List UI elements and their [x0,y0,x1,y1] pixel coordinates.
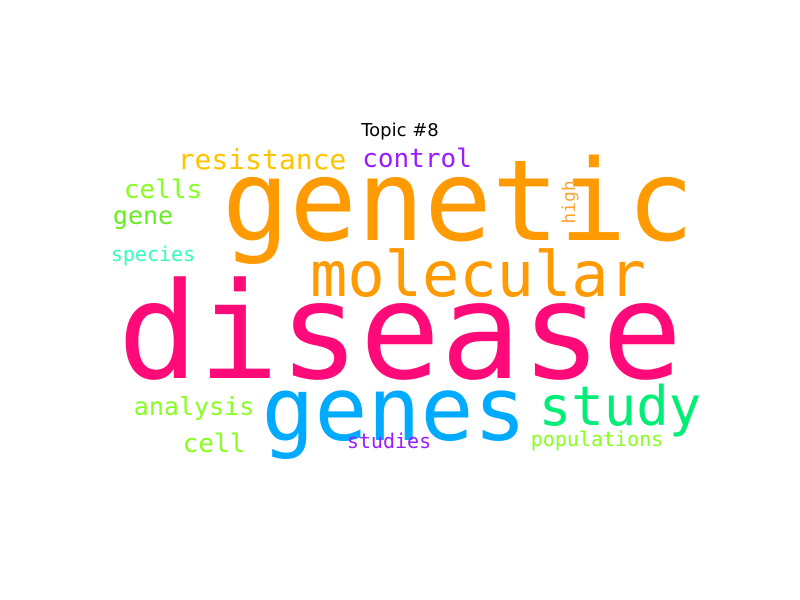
chart-title: Topic #8 [361,120,439,141]
word-genetic: genetic [222,137,694,267]
word-study: study [539,375,702,438]
word-cell: cell [183,429,246,459]
word-genes: genes [262,358,527,461]
word-molecular: molecular [310,238,646,311]
word-resistance: resistance [178,143,347,176]
word-species: species [111,242,195,266]
word-cells: cells [124,175,202,205]
word-high: high [559,180,580,223]
word-gene: gene [113,201,173,230]
word-analysis: analysis [134,392,254,421]
word-control: control [362,144,472,174]
word-disease: disease [118,254,683,410]
word-populations: populations [531,427,663,451]
word-studies: studies [347,429,431,453]
